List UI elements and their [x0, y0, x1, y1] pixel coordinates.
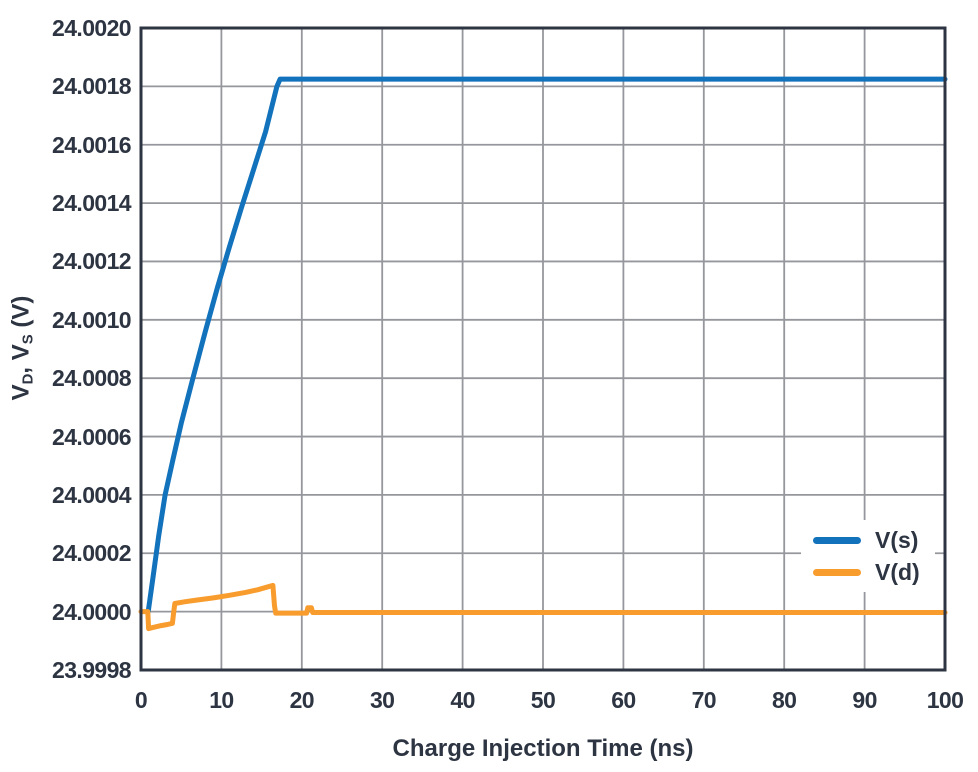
y-axis-title-text: , V — [7, 344, 35, 374]
x-tick-label: 50 — [530, 687, 556, 713]
legend: V(s) V(d) — [801, 520, 935, 592]
y-tick-label: 24.0012 — [52, 248, 132, 275]
y-tick-label: 24.0006 — [52, 423, 132, 450]
legend-label: V(s) — [875, 527, 919, 553]
y-axis-title-subscript: S — [20, 334, 37, 345]
x-tick-label: 70 — [691, 687, 717, 713]
x-tick-label: 90 — [852, 687, 877, 713]
x-axis-title: Charge Injection Time (ns) — [392, 735, 694, 762]
series-line-vd — [138, 582, 948, 632]
x-tick-label: 0 — [134, 687, 148, 713]
x-tick-label: 10 — [209, 687, 234, 713]
x-tick-label: 40 — [450, 687, 475, 713]
x-tick-label: 30 — [369, 687, 395, 713]
legend-label: V(d) — [875, 559, 920, 585]
series-line-vs — [145, 76, 948, 615]
y-axis-title: VD, VS (V) — [7, 296, 36, 401]
y-axis-title-subscript: D — [20, 373, 37, 385]
y-tick-label: 24.0014 — [52, 190, 132, 217]
y-tick-label: 24.0016 — [52, 131, 132, 158]
plot-border — [139, 26, 947, 672]
x-tick-label: 100 — [926, 687, 964, 713]
legend-swatch-icon — [813, 536, 861, 544]
y-tick-label: 23.9998 — [52, 657, 132, 683]
y-axis-title-text: (V) — [7, 295, 35, 335]
y-axis-title-text: V — [7, 384, 35, 401]
legend-item: V(s) — [813, 528, 935, 552]
legend-item: V(d) — [813, 560, 935, 584]
y-tick-label: 24.0004 — [52, 481, 132, 508]
x-tick-label: 80 — [771, 687, 797, 713]
y-tick-label: 24.0000 — [52, 598, 132, 625]
y-tick-label: 24.0020 — [52, 15, 132, 41]
x-tick-label: 20 — [289, 687, 315, 713]
legend-swatch-icon — [813, 568, 861, 576]
x-tick-label: 60 — [611, 687, 636, 713]
y-tick-label: 24.0008 — [52, 365, 132, 392]
y-tick-label: 24.0002 — [52, 540, 132, 567]
y-tick-label: 24.0010 — [52, 306, 132, 333]
y-tick-label: 24.0018 — [52, 73, 132, 100]
